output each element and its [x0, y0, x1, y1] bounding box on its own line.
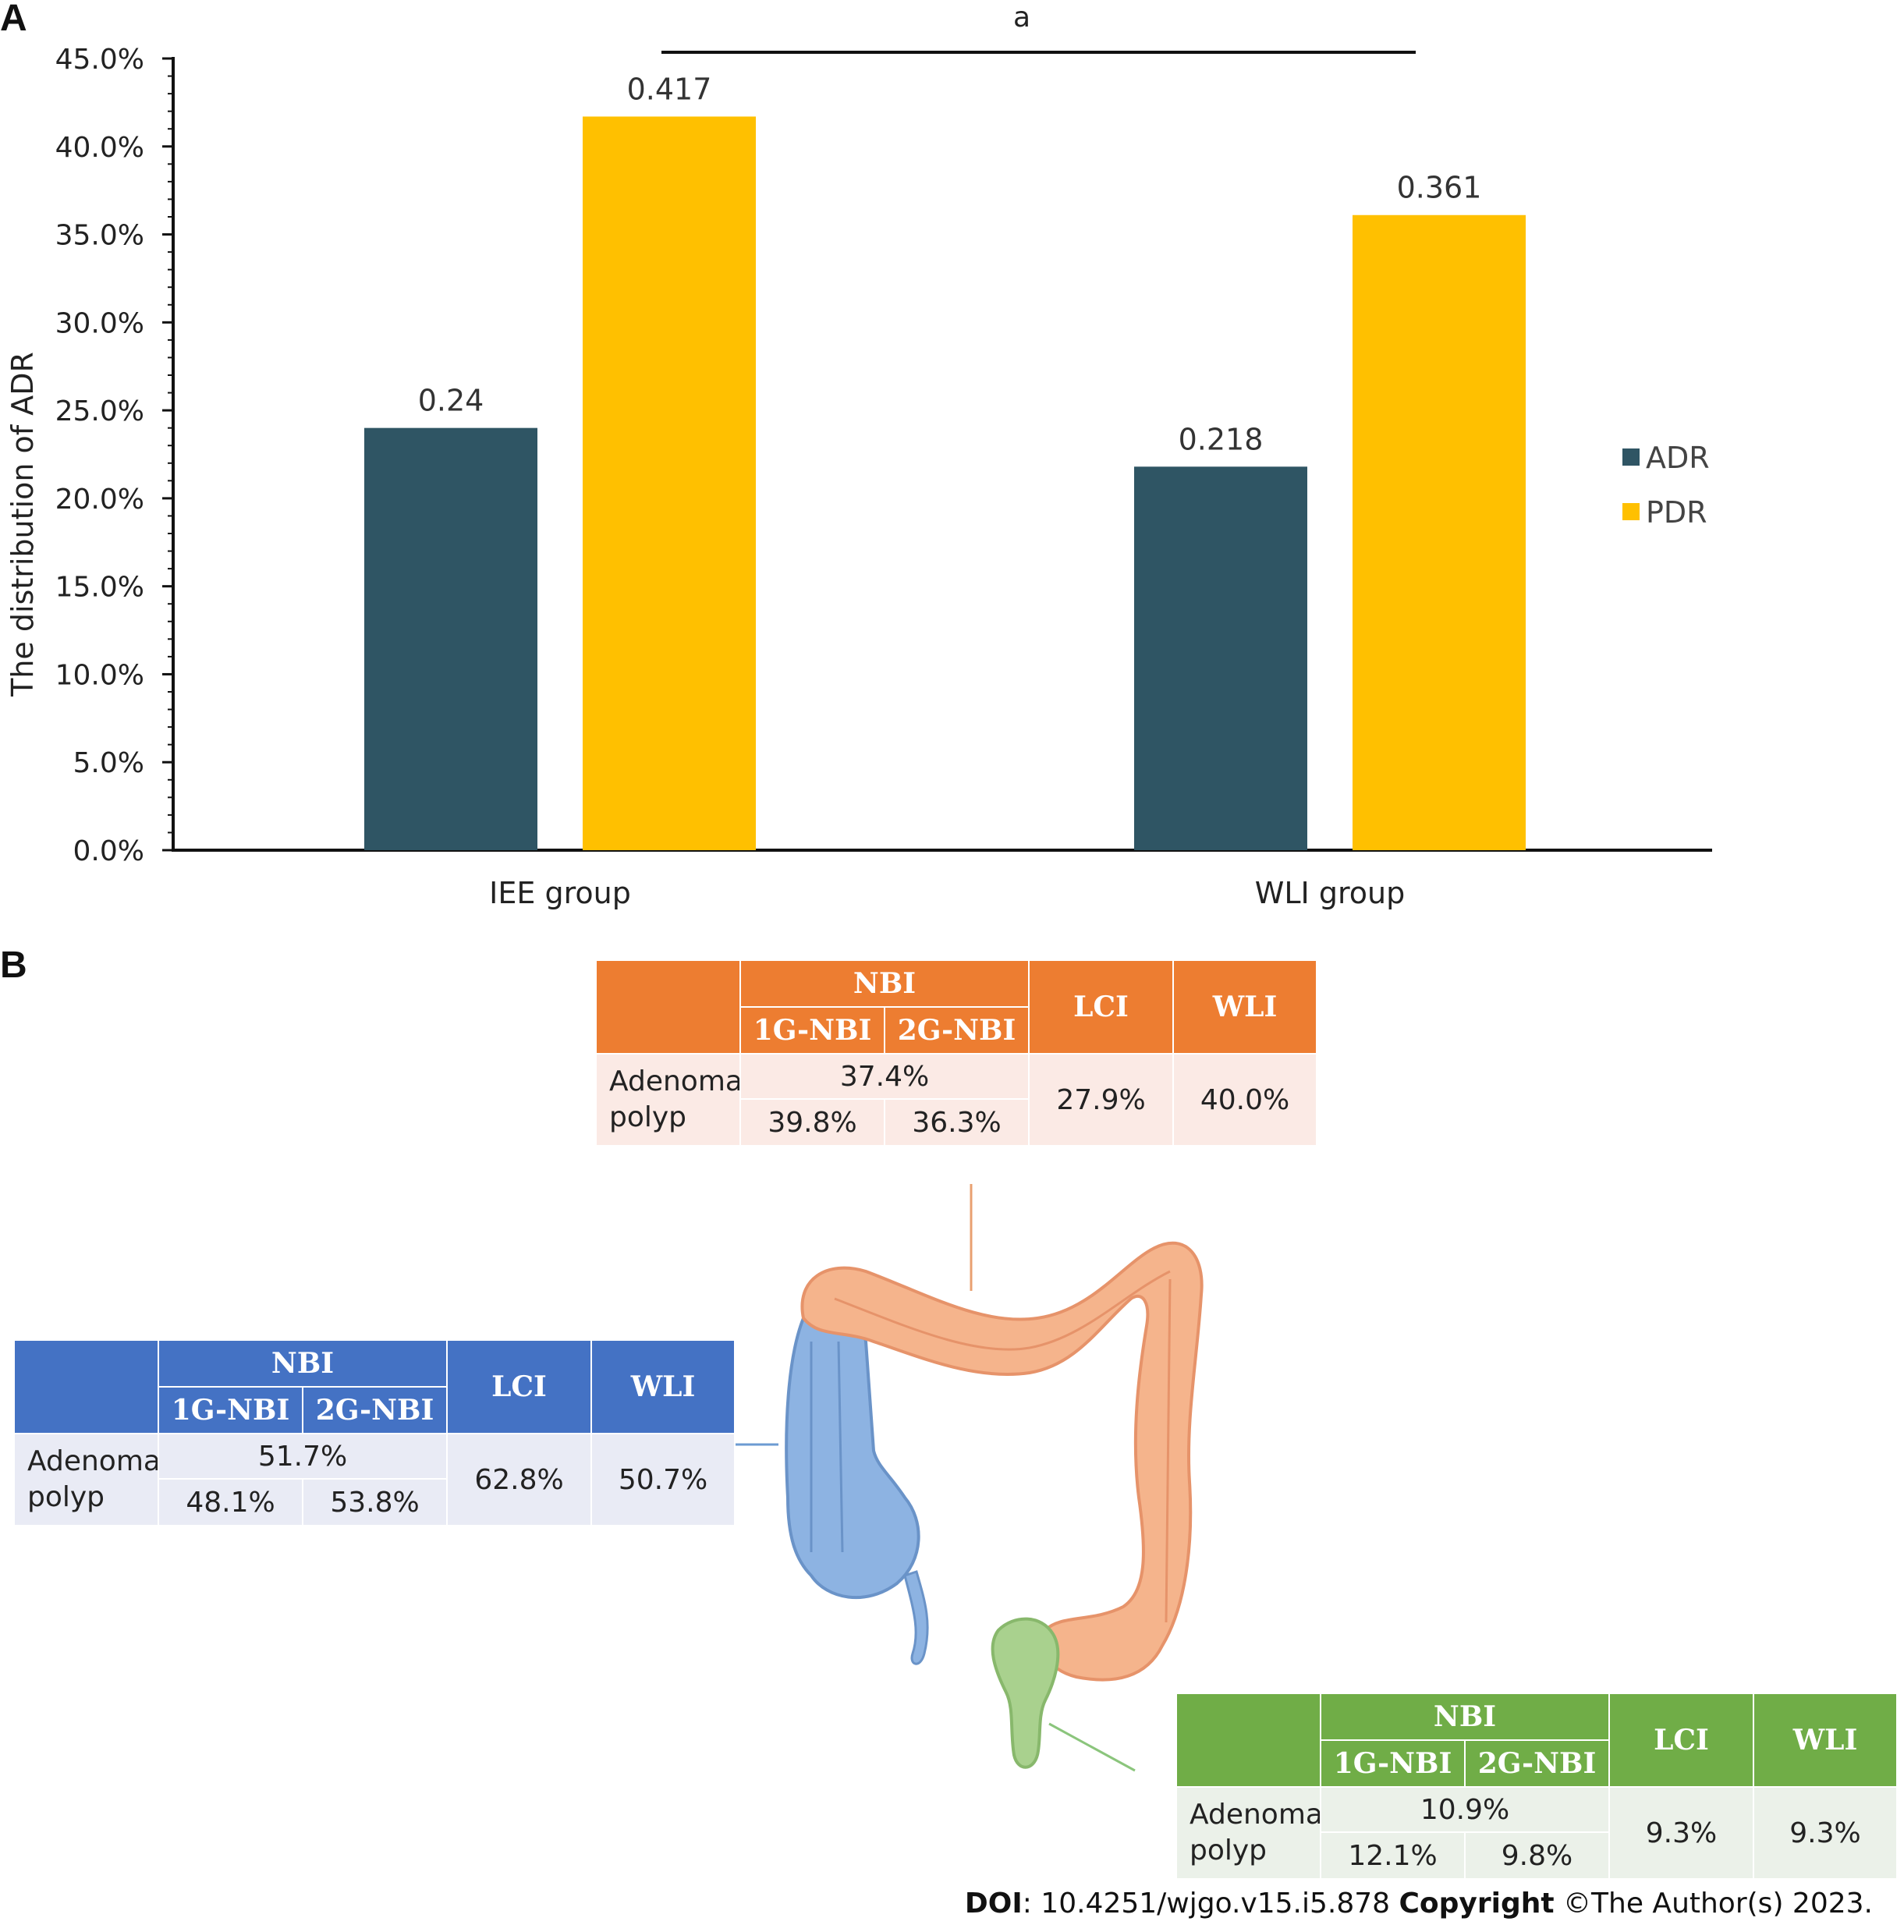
cell-lci: 62.8%: [446, 1433, 592, 1526]
header-1g-nbi: 1G-NBI: [739, 1006, 885, 1055]
header-nbi: NBI: [158, 1339, 448, 1388]
cell-nbi-total: 51.7%: [158, 1433, 448, 1480]
cell-2g-nbi: 36.3%: [884, 1098, 1030, 1147]
copyright-label: Copyright: [1399, 1888, 1555, 1920]
y-tick-label: 45.0%: [55, 44, 144, 76]
y-tick-label: 25.0%: [55, 395, 144, 427]
y-axis-title: The distribution of ADR: [5, 352, 40, 697]
transverse-descending-colon: [800, 1241, 1204, 1682]
bar-adr-wli: [1134, 466, 1307, 850]
ascending-colon: [785, 1310, 929, 1665]
header-1g-nbi: 1G-NBI: [158, 1386, 303, 1434]
category-label-iee: IEE group: [489, 876, 631, 910]
cell-lci: 9.3%: [1608, 1786, 1754, 1880]
cell-wli: 40.0%: [1172, 1053, 1317, 1147]
bar-pdr-wli: [1353, 214, 1526, 850]
doi-footer: DOI: 10.4251/wjgo.v15.i5.878 Copyright ©…: [965, 1888, 1873, 1920]
cell-nbi-total: 37.4%: [739, 1053, 1030, 1100]
header-2g-nbi: 2G-NBI: [884, 1006, 1030, 1055]
y-tick-label: 0.0%: [73, 835, 144, 867]
connector-line-rectum: [1048, 1722, 1136, 1772]
header-lci: LCI: [446, 1339, 592, 1434]
cell-1g-nbi: 39.8%: [739, 1098, 885, 1147]
copyright-value: ©The Author(s) 2023.: [1554, 1888, 1873, 1920]
data-label-pdr-wli: 0.361: [1397, 171, 1482, 205]
y-tick-label: 35.0%: [55, 220, 144, 252]
table-transverse-colon: NBI LCI WLI 1G-NBI 2G-NBI Adenoma polyp …: [595, 959, 1317, 1147]
header-wli: WLI: [1172, 959, 1317, 1055]
category-label-wli: WLI group: [1255, 876, 1405, 910]
table-rectum: NBI LCI WLI 1G-NBI 2G-NBI Adenoma polyp …: [1175, 1693, 1898, 1880]
bar-pdr-iee: [583, 116, 756, 850]
cell-nbi-total: 10.9%: [1320, 1786, 1610, 1833]
header-2g-nbi: 2G-NBI: [302, 1386, 448, 1434]
y-tick-label: 30.0%: [55, 307, 144, 339]
cell-wli: 9.3%: [1753, 1786, 1898, 1880]
legend-swatch-adr: [1622, 448, 1640, 466]
panel-label-a: A: [0, 0, 27, 39]
row-label-adenoma-polyp: Adenoma polyp: [595, 1053, 741, 1147]
header-2g-nbi: 2G-NBI: [1464, 1739, 1610, 1788]
y-tick-label: 40.0%: [55, 132, 144, 164]
doi-value: : 10.4251/wjgo.v15.i5.878: [1022, 1888, 1399, 1920]
legend: ADR PDR: [1622, 441, 1710, 530]
y-tick-label: 10.0%: [55, 659, 144, 691]
y-axis: 0.0% 5.0% 10.0% 15.0% 20.0% 25.0% 30.0% 35.0% 40…: [55, 44, 1712, 867]
header-blank: [1175, 1693, 1321, 1788]
panel-label-b: B: [0, 945, 27, 986]
y-tick-label: 15.0%: [55, 572, 144, 604]
legend-label-adr: ADR: [1646, 441, 1710, 475]
header-wli: WLI: [1753, 1693, 1898, 1788]
header-blank: [13, 1339, 159, 1434]
row-label-adenoma-polyp: Adenoma polyp: [1175, 1786, 1321, 1880]
bars: [364, 116, 1526, 850]
bar-chart: 0.0% 5.0% 10.0% 15.0% 20.0% 25.0% 30.0% 35.0% 40…: [5, 2, 1712, 910]
header-nbi: NBI: [739, 959, 1030, 1008]
rectum: [991, 1617, 1060, 1769]
y-tick-label: 20.0%: [55, 484, 144, 516]
legend-label-pdr: PDR: [1646, 495, 1707, 530]
data-label-adr-iee: 0.24: [418, 384, 484, 418]
header-lci: LCI: [1028, 959, 1174, 1055]
cell-wli: 50.7%: [590, 1433, 736, 1526]
y-tick-label: 5.0%: [73, 747, 144, 779]
header-nbi: NBI: [1320, 1693, 1610, 1741]
header-wli: WLI: [590, 1339, 736, 1434]
table-right-colon: NBI LCI WLI 1G-NBI 2G-NBI Adenoma polyp …: [13, 1339, 736, 1526]
header-blank: [595, 959, 741, 1055]
significance-label: a: [1013, 2, 1030, 34]
cell-2g-nbi: 9.8%: [1464, 1831, 1610, 1880]
cell-1g-nbi: 48.1%: [158, 1478, 303, 1526]
legend-swatch-pdr: [1622, 503, 1640, 520]
bar-adr-iee: [364, 427, 537, 850]
data-labels: 0.24 0.218 0.417 0.361: [418, 72, 1482, 456]
header-1g-nbi: 1G-NBI: [1320, 1739, 1466, 1788]
cell-1g-nbi: 12.1%: [1320, 1831, 1466, 1880]
doi-label: DOI: [964, 1888, 1023, 1920]
data-label-adr-wli: 0.218: [1179, 422, 1264, 456]
header-lci: LCI: [1608, 1693, 1754, 1788]
data-label-pdr-iee: 0.417: [627, 72, 712, 106]
cell-2g-nbi: 53.8%: [302, 1478, 448, 1526]
cell-lci: 27.9%: [1028, 1053, 1174, 1147]
row-label-adenoma-polyp: Adenoma polyp: [13, 1433, 159, 1526]
